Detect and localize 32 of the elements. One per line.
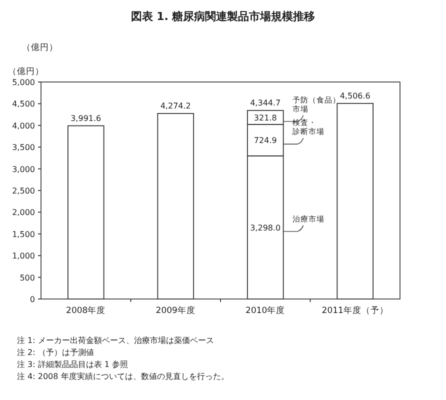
y-tick-label: 500 [20,273,35,282]
y-tick-label: 4,000 [12,121,35,130]
y-tick-label: 0 [30,295,35,304]
y-axis-title: （億円） [8,66,44,77]
bar [157,113,194,300]
y-tick-label: 3,000 [12,164,35,174]
data-label: 3,298.0 [250,223,281,232]
text: 注 1: メーカー出荷金額ベース、治療市場は薬価ベース [17,336,214,345]
data-label: 724.9 [254,136,277,146]
x-tick-label: 2011年度（予） [322,305,388,316]
x-tick-label: 2008年度 [66,305,106,316]
bar [336,102,374,300]
total-label: 4,344.7 [250,98,281,108]
chart-title: 図表 1. 糖尿病関連製品市場規模推移 [130,10,316,23]
text: 注 4: 2008 年度実績については、数値の見直しを行った。 [17,372,229,381]
total-label: 4,506.6 [340,91,370,100]
total-label: 3,991.6 [70,114,102,123]
data-label: 321.8 [254,113,277,122]
y-tick-label: 1,000 [12,252,35,261]
y-tick-label: 2,500 [12,186,35,196]
bar [67,125,104,300]
text: （億円） [22,42,58,53]
text: 注 3: 詳細製品品目は表 1 参照 [17,360,128,369]
y-tick-label: 5,000 [12,78,35,87]
y-tick-label: 3,500 [12,143,35,152]
total-label: 4,274.2 [160,102,191,110]
x-tick-label: 2010年度 [246,305,286,316]
y-tick-label: 4,500 [12,100,35,109]
text: 注 2: （予）は予測値 [17,348,94,357]
x-tick-label: 2009年度 [156,305,196,316]
y-tick-label: 2,000 [12,208,35,218]
y-tick-label: 1,500 [12,230,35,239]
